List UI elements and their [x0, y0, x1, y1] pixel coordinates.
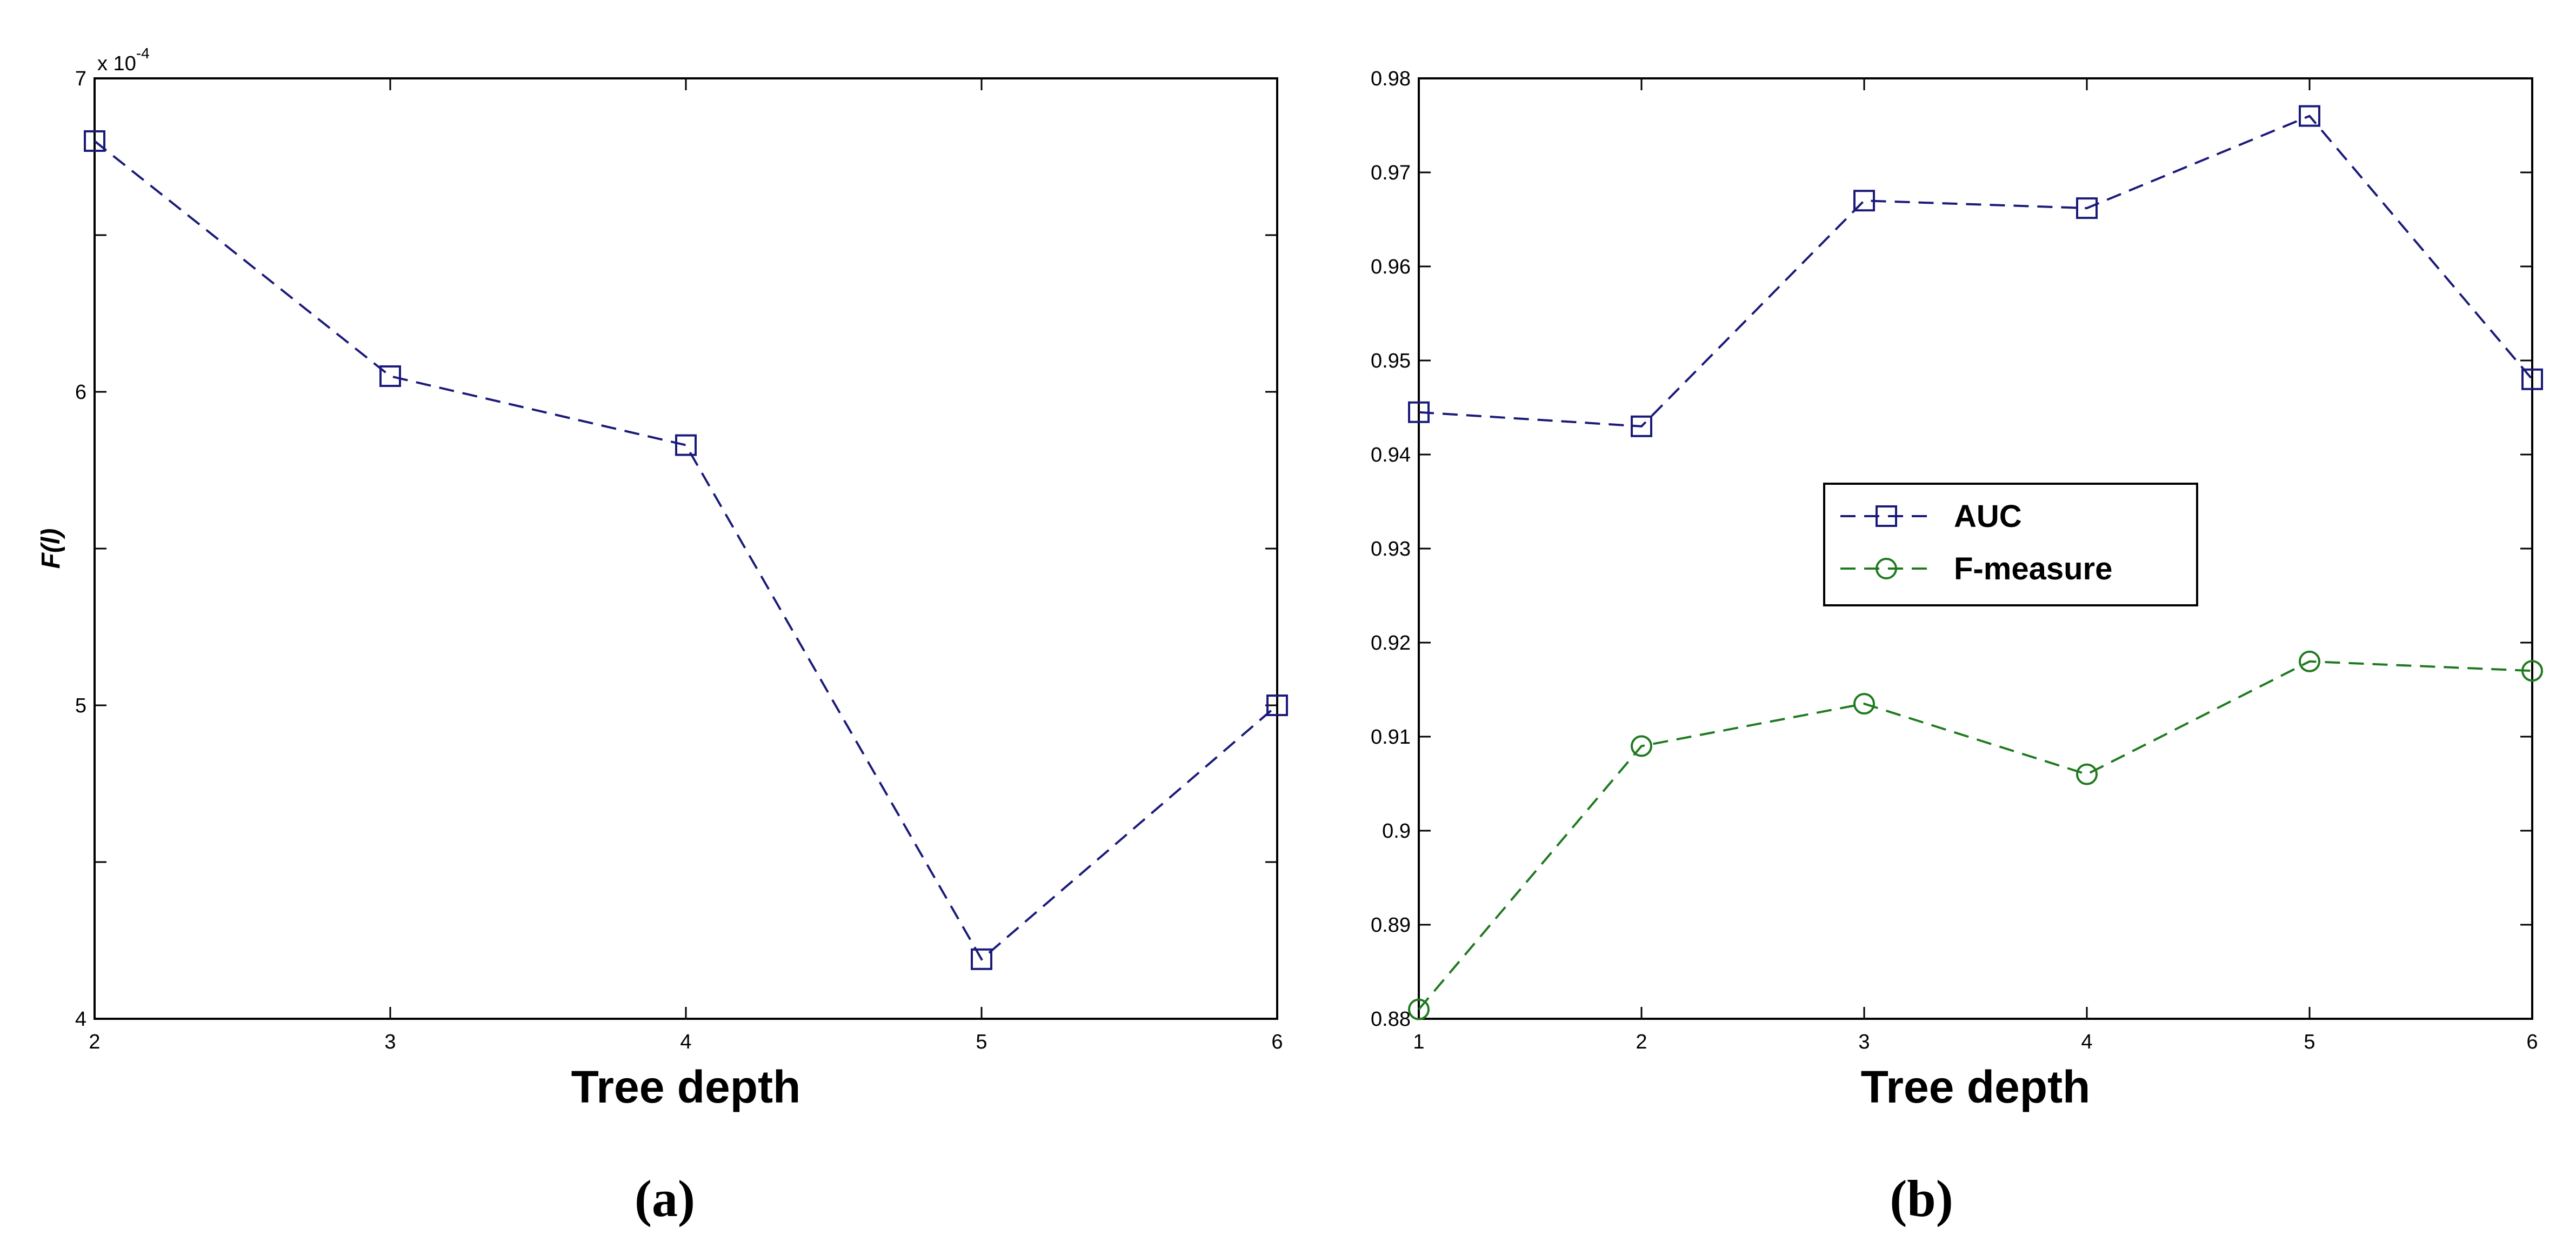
data-point-b-1 — [1853, 693, 1875, 715]
data-point-a-0 — [971, 948, 992, 970]
series-group-b — [1408, 105, 2543, 1020]
panel-caption-b: (b) — [1890, 1170, 1953, 1227]
x-tick-label-a: 4 — [680, 1031, 691, 1053]
x-tick-label-a: 2 — [89, 1031, 100, 1053]
data-point-a-0 — [379, 365, 401, 387]
x-tick-label-b: 4 — [2081, 1031, 2092, 1053]
tick-group-b: 1 2 3 4 5 6 0.88 0.89 0.9 0.91 0.92 0.93 0.94 0.95 0.9… — [1371, 68, 2538, 1053]
plot-area-a — [94, 77, 1278, 1020]
data-point-b-0 — [2521, 368, 2543, 390]
panel-caption-a: (a) — [635, 1170, 695, 1227]
chart-panel-b: 1 2 3 4 5 6 0.88 0.89 0.9 0.91 0.92 0.93 0.94 0.95 0.9… — [1371, 68, 2543, 1227]
data-point-b-0 — [1631, 415, 1652, 437]
x-tick-label-b: 2 — [1636, 1031, 1647, 1053]
y-tick-label-b: 0.91 — [1371, 726, 1411, 749]
data-point-b-1 — [2076, 763, 2098, 785]
data-point-b-0 — [1408, 401, 1430, 423]
x-tick-label-b: 5 — [2304, 1031, 2315, 1053]
y-tick-label-b: 0.92 — [1371, 632, 1411, 655]
legend-marker-0 — [1876, 505, 1897, 527]
legend-box — [1823, 483, 2198, 606]
y-tick-label-b: 0.94 — [1371, 444, 1411, 466]
data-point-a-0 — [675, 434, 697, 456]
y-tick-label-b: 0.93 — [1371, 538, 1411, 560]
y-tick-label-b: 0.9 — [1382, 820, 1411, 843]
data-point-b-1 — [1408, 998, 1430, 1020]
data-point-b-0 — [2299, 105, 2320, 127]
series-line-a-0 — [94, 140, 1278, 961]
y-tick-label-b: 0.96 — [1371, 256, 1411, 278]
series-group-a — [84, 130, 1288, 970]
x-axis-label-b: Tree depth — [1861, 1061, 2091, 1112]
y-tick-label-a: 4 — [75, 1008, 86, 1031]
x-tick-label-b: 6 — [2526, 1031, 2538, 1053]
data-point-b-1 — [2299, 650, 2320, 672]
y-tick-label-b: 0.98 — [1371, 68, 1411, 90]
chart-panel-a: 2 3 4 5 6 4 5 6 7 x 10-4 F(l) Tree depth (a) — [37, 45, 1288, 1227]
x-tick-label-b: 3 — [1858, 1031, 1870, 1053]
data-point-b-1 — [1631, 735, 1652, 757]
y-multiplier-a: x 10-4 — [97, 45, 150, 75]
y-tick-label-a: 5 — [75, 695, 86, 717]
y-tick-label-a: 6 — [75, 381, 86, 404]
y-tick-label-b: 0.88 — [1371, 1008, 1411, 1031]
x-tick-label-a: 3 — [384, 1031, 396, 1053]
y-tick-label-b: 0.89 — [1371, 914, 1411, 937]
legend-label-1: F-measure — [1954, 551, 2112, 586]
series-line-b-0 — [1418, 115, 2533, 428]
series-line-b-1 — [1418, 660, 2533, 1010]
y-tick-label-b: 0.95 — [1371, 350, 1411, 372]
data-point-a-0 — [1266, 695, 1288, 716]
y-tick-label-b: 0.97 — [1371, 162, 1411, 184]
legend-marker-1 — [1876, 558, 1897, 579]
y-tick-label-a: 7 — [75, 68, 86, 90]
x-tick-label-a: 6 — [1271, 1031, 1283, 1053]
x-axis-label-a: Tree depth — [571, 1061, 801, 1112]
x-tick-label-b: 1 — [1413, 1031, 1424, 1053]
data-point-a-0 — [84, 130, 105, 152]
tick-group-a: 2 3 4 5 6 4 5 6 7 — [75, 68, 1283, 1053]
data-point-b-1 — [2521, 660, 2543, 682]
legend-label-0: AUC — [1954, 499, 2022, 534]
data-point-b-0 — [2076, 197, 2098, 219]
y-axis-label-a: F(l) — [37, 529, 65, 569]
data-point-b-0 — [1853, 190, 1875, 212]
x-tick-label-a: 5 — [976, 1031, 987, 1053]
legend-items: AUC F-measure — [1840, 499, 2112, 586]
legend: AUC F-measure — [1823, 483, 2198, 606]
